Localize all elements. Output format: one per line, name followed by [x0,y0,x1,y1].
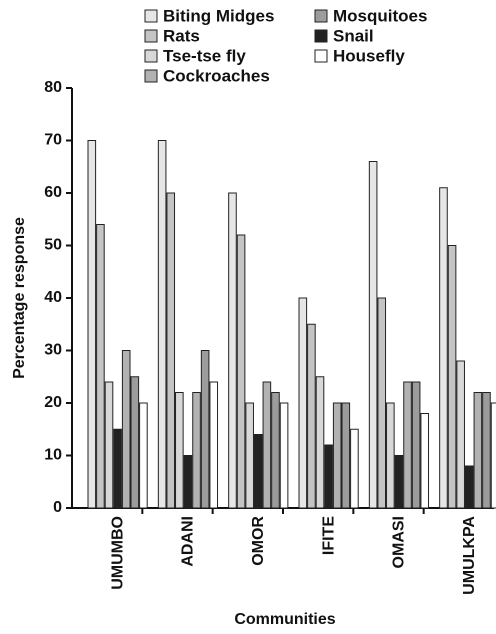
bar [192,392,201,509]
bar [271,392,280,509]
bar [377,297,387,509]
bar [490,402,496,509]
bar [130,376,140,509]
bar [279,402,289,509]
bar [96,224,105,509]
y-tick-label: 10 [44,447,62,464]
y-tick-label: 60 [44,184,62,201]
legend-label: Rats [163,26,200,45]
bar [209,381,219,509]
bar [175,392,184,509]
y-tick-label: 70 [44,132,62,149]
legend-swatch [144,69,158,83]
y-tick-label: 80 [44,79,62,96]
bar [236,234,246,509]
bar [113,428,122,509]
y-tick-label: 20 [44,394,62,411]
bar [332,402,342,509]
bar [420,413,430,509]
y-tick-label: 30 [44,342,62,359]
bar [139,402,148,509]
bar [166,192,176,509]
legend-label: Cockroaches [163,66,270,85]
bar [262,381,272,509]
y-tick-label: 40 [44,289,62,306]
bar [473,392,483,509]
legend-label: Biting Midges [163,6,274,25]
bar [447,245,457,509]
bar [228,192,237,509]
bar [183,455,193,509]
bar [341,402,351,509]
legend-swatch [144,9,158,23]
x-tick-label: UMUMBO [109,516,126,590]
bar [464,465,474,509]
x-tick-label: ADANI [180,516,197,567]
bar [324,444,333,509]
bar [350,428,359,509]
x-tick-label: OMASI [391,516,408,568]
bar [157,140,167,509]
legend-swatch [144,49,158,63]
bar [104,381,114,509]
bar [439,187,448,509]
bar [87,140,97,509]
y-tick-label: 50 [44,237,62,254]
bar [403,381,412,509]
bar [307,323,316,509]
bar [315,376,325,509]
legend-label: Snail [333,26,374,45]
bar [386,402,395,509]
bar [253,434,263,509]
x-tick-label: IFITE [320,516,337,555]
legend-swatch [314,9,328,23]
y-tick-label: 0 [53,499,62,516]
legend-swatch [144,29,158,43]
bar [200,350,210,509]
legend-swatch [314,29,328,43]
bar [394,455,404,509]
x-axis-label: Communities [234,611,335,628]
y-axis-label: Percentage response [11,217,28,379]
bar [298,297,308,509]
legend-label: Mosquitoes [333,6,427,25]
bar [245,402,254,509]
bar [456,360,465,509]
bar [121,350,131,509]
legend-label: Housefly [333,46,405,65]
x-tick-label: OMOR [250,516,267,566]
bar [482,392,491,509]
legend-swatch [314,49,328,63]
bar [368,161,378,509]
bar [411,381,421,509]
x-tick-label: UMULKPA [461,516,478,595]
legend-label: Tse-tse fly [163,46,246,65]
